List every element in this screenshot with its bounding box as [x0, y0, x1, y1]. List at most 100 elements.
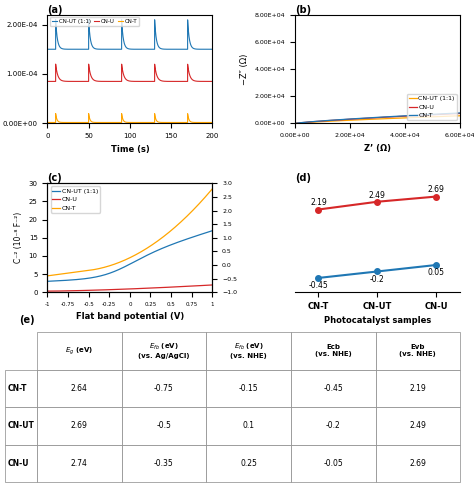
CN-T: [53, 111, 59, 117]
CN-U: [167, 78, 173, 84]
Text: -0.2: -0.2: [370, 275, 385, 283]
Text: 0.05: 0.05: [428, 268, 445, 277]
CN-UT (1:1): [142, 254, 147, 260]
Text: (b): (b): [295, 4, 311, 15]
Line: CN-UT (1:1): CN-UT (1:1): [295, 116, 460, 124]
CN-U: [119, 286, 125, 292]
CN-U: [149, 78, 155, 84]
CN-UT (1:1): [87, 275, 92, 281]
CN-UT (1:1): [155, 247, 160, 253]
X-axis label: Photocatalyst samples: Photocatalyst samples: [324, 317, 431, 325]
CN-UT (1:1): [119, 265, 125, 271]
Y-axis label: −Z″ (Ω): −Z″ (Ω): [240, 54, 249, 85]
CN-T: [416, 112, 422, 118]
CN-UT (1:1): [74, 277, 80, 282]
CN-T: [366, 115, 372, 121]
CN-U: [210, 78, 215, 84]
CN-T: [87, 267, 92, 273]
CN-T: [167, 119, 173, 125]
CN-T: [457, 110, 463, 116]
CN-U: [45, 78, 50, 84]
CN-U: [334, 117, 340, 123]
CN-U: [321, 118, 327, 124]
Line: CN-U: CN-U: [47, 285, 212, 291]
CN-UT (1:1): [104, 46, 110, 52]
CN-UT (1:1): [142, 46, 148, 52]
CN-UT (1:1): [210, 228, 215, 234]
Text: (d): (d): [295, 173, 311, 183]
CN-T: [321, 118, 327, 124]
CN-T: [104, 119, 110, 125]
Line: CN-U: CN-U: [295, 113, 460, 124]
CN-T: [155, 238, 160, 244]
CN-UT (1:1): [366, 116, 372, 122]
CN-UT (1:1): [176, 46, 182, 52]
CN-UT (1:1): [169, 242, 174, 247]
Legend: CN-UT (1:1), CN-U, CN-T: CN-UT (1:1), CN-U, CN-T: [50, 18, 139, 26]
X-axis label: Z’ (Ω): Z’ (Ω): [364, 144, 391, 153]
Line: CN-U: CN-U: [47, 64, 212, 81]
Line: CN-T: CN-T: [295, 113, 460, 124]
CN-UT (1:1): [416, 114, 422, 120]
CN-U: [366, 115, 372, 121]
CN-T: [210, 119, 215, 125]
Line: CN-T: CN-T: [47, 113, 212, 122]
CN-T: [402, 113, 408, 119]
CN-U: [142, 285, 147, 291]
X-axis label: Time (s): Time (s): [110, 145, 149, 154]
CN-UT (1:1): [402, 115, 408, 121]
CN-UT (1:1): [149, 46, 155, 52]
Y-axis label: C⁻² (10⁻⁸ F⁻²): C⁻² (10⁻⁸ F⁻²): [14, 212, 23, 263]
CN-T: [74, 269, 80, 275]
CN-U: [87, 287, 92, 293]
CN-T: [334, 117, 340, 123]
CN-U: [142, 78, 148, 84]
Text: -0.45: -0.45: [309, 281, 328, 290]
CN-UT (1:1): [457, 113, 463, 119]
Line: CN-UT (1:1): CN-UT (1:1): [47, 231, 212, 281]
X-axis label: Flat band potential (V): Flat band potential (V): [76, 313, 184, 321]
CN-UT (1:1): [45, 46, 50, 52]
CN-UT (1:1): [389, 115, 395, 121]
CN-U: [292, 121, 298, 127]
Line: CN-UT (1:1): CN-UT (1:1): [47, 19, 212, 49]
CN-T: [45, 119, 50, 125]
CN-T: [53, 111, 58, 116]
Legend: CN-UT (1:1), CN-U, CN-T: CN-UT (1:1), CN-U, CN-T: [51, 187, 100, 213]
CN-UT (1:1): [334, 118, 340, 124]
CN-T: [142, 119, 148, 125]
CN-U: [389, 114, 395, 120]
Text: (a): (a): [47, 4, 63, 15]
CN-UT (1:1): [292, 121, 298, 127]
CN-U: [176, 78, 182, 84]
CN-T: [389, 113, 395, 119]
CN-UT (1:1): [53, 17, 58, 22]
CN-T: [292, 121, 298, 127]
Text: (e): (e): [19, 315, 35, 325]
CN-U: [402, 113, 408, 119]
CN-U: [45, 288, 50, 294]
Text: 2.69: 2.69: [428, 186, 445, 194]
CN-T: [169, 227, 174, 233]
CN-U: [53, 61, 58, 67]
CN-T: [149, 119, 155, 125]
CN-UT (1:1): [210, 46, 215, 52]
CN-UT (1:1): [45, 279, 50, 284]
CN-T: [142, 247, 147, 253]
CN-UT (1:1): [321, 119, 327, 125]
CN-T: [45, 273, 50, 279]
CN-U: [416, 112, 422, 118]
CN-T: [176, 119, 182, 125]
CN-U: [155, 285, 160, 291]
CN-U: [104, 78, 110, 84]
CN-U: [53, 62, 59, 68]
CN-UT (1:1): [167, 46, 173, 52]
Line: CN-T: CN-T: [47, 189, 212, 276]
CN-U: [457, 111, 463, 116]
CN-T: [210, 186, 215, 192]
CN-U: [169, 284, 174, 290]
Text: 2.49: 2.49: [369, 191, 386, 200]
CN-T: [119, 258, 125, 264]
Text: 2.19: 2.19: [310, 198, 327, 207]
Legend: CN-UT (1:1), CN-U, CN-T: CN-UT (1:1), CN-U, CN-T: [407, 94, 456, 120]
